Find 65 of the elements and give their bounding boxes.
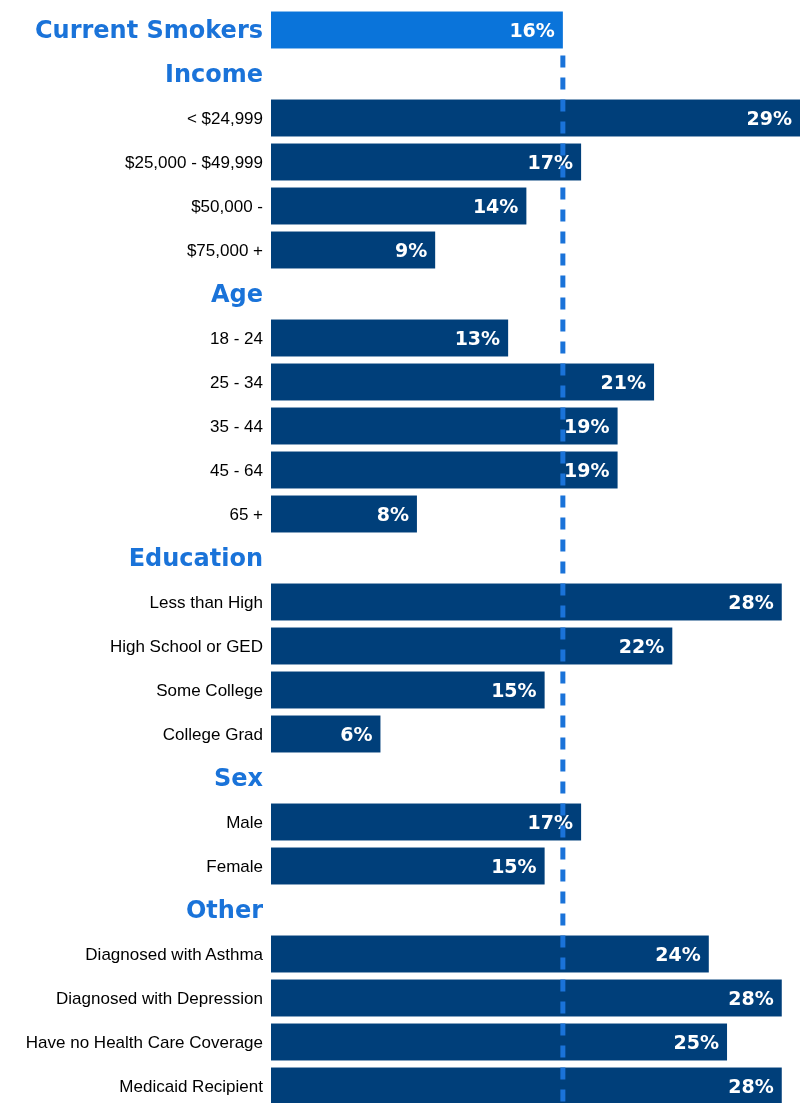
data-label: 6%	[340, 722, 373, 745]
bar	[271, 11, 563, 49]
data-label: 16%	[509, 18, 555, 41]
y-tick-label: $25,000 - $49,999	[124, 152, 263, 172]
bar	[271, 583, 782, 621]
bar	[271, 803, 582, 841]
data-label: 15%	[491, 678, 537, 701]
y-tick-label: Diagnosed with Depression	[56, 988, 263, 1008]
data-label: 21%	[600, 370, 647, 393]
data-label: 17%	[527, 150, 574, 173]
y-tick-label: 45 - 64	[210, 460, 263, 480]
y-tick-label: Have no Health Care Coverage	[25, 1032, 263, 1052]
bar	[271, 495, 417, 533]
y-tick-label: 18 - 24	[210, 328, 263, 348]
bar	[271, 319, 509, 357]
bar	[271, 187, 527, 225]
bar	[271, 847, 545, 885]
data-label: 9%	[394, 238, 428, 261]
y-tick-label: Age	[210, 280, 263, 309]
y-tick-label: High School or GED	[109, 636, 263, 656]
bar	[271, 1023, 728, 1061]
data-label: 28%	[728, 590, 774, 613]
data-label: 28%	[728, 986, 774, 1009]
y-tick-label: Other	[185, 896, 264, 925]
bar	[271, 143, 582, 181]
data-label: 19%	[564, 414, 610, 437]
y-tick-label: Income	[164, 60, 263, 89]
y-tick-label: 65 +	[229, 504, 264, 524]
y-tick-label: Medicaid Recipient	[119, 1076, 264, 1096]
data-label: 14%	[472, 194, 519, 217]
bar	[271, 451, 618, 489]
y-tick-label: Education	[128, 544, 263, 573]
bar	[271, 979, 782, 1017]
bar	[271, 1067, 782, 1103]
bar	[271, 363, 655, 401]
data-label: 17%	[527, 810, 574, 833]
y-tick-label: Diagnosed with Asthma	[85, 944, 264, 964]
y-tick-label: $75,000 +	[186, 240, 264, 260]
bar	[271, 935, 709, 973]
data-label: 13%	[454, 326, 501, 349]
data-label: 22%	[618, 634, 665, 657]
y-tick-label: Sex	[213, 764, 264, 793]
bar	[271, 99, 800, 137]
data-label: 24%	[655, 942, 701, 965]
data-label: 8%	[376, 502, 409, 525]
data-label: 25%	[673, 1030, 720, 1053]
y-tick-label: Male	[226, 812, 263, 832]
bar	[271, 671, 545, 709]
bar	[271, 407, 618, 445]
data-label: 28%	[728, 1074, 774, 1097]
bar	[271, 627, 673, 665]
y-tick-label: 25 - 34	[210, 372, 263, 392]
y-tick-label: Some College	[156, 680, 263, 700]
y-tick-label: < $24,999	[186, 108, 263, 128]
data-label: 19%	[564, 458, 610, 481]
y-tick-label: $50,000 -	[191, 196, 263, 216]
y-tick-label: Less than High	[149, 592, 263, 612]
data-label: 29%	[746, 106, 792, 129]
data-label: 15%	[491, 854, 537, 877]
y-tick-label: Female	[206, 856, 263, 876]
y-tick-label: College Grad	[162, 724, 263, 744]
y-tick-label: Current Smokers	[34, 16, 263, 45]
bar	[271, 231, 436, 269]
bar	[271, 715, 381, 753]
y-tick-label: 35 - 44	[210, 416, 263, 436]
